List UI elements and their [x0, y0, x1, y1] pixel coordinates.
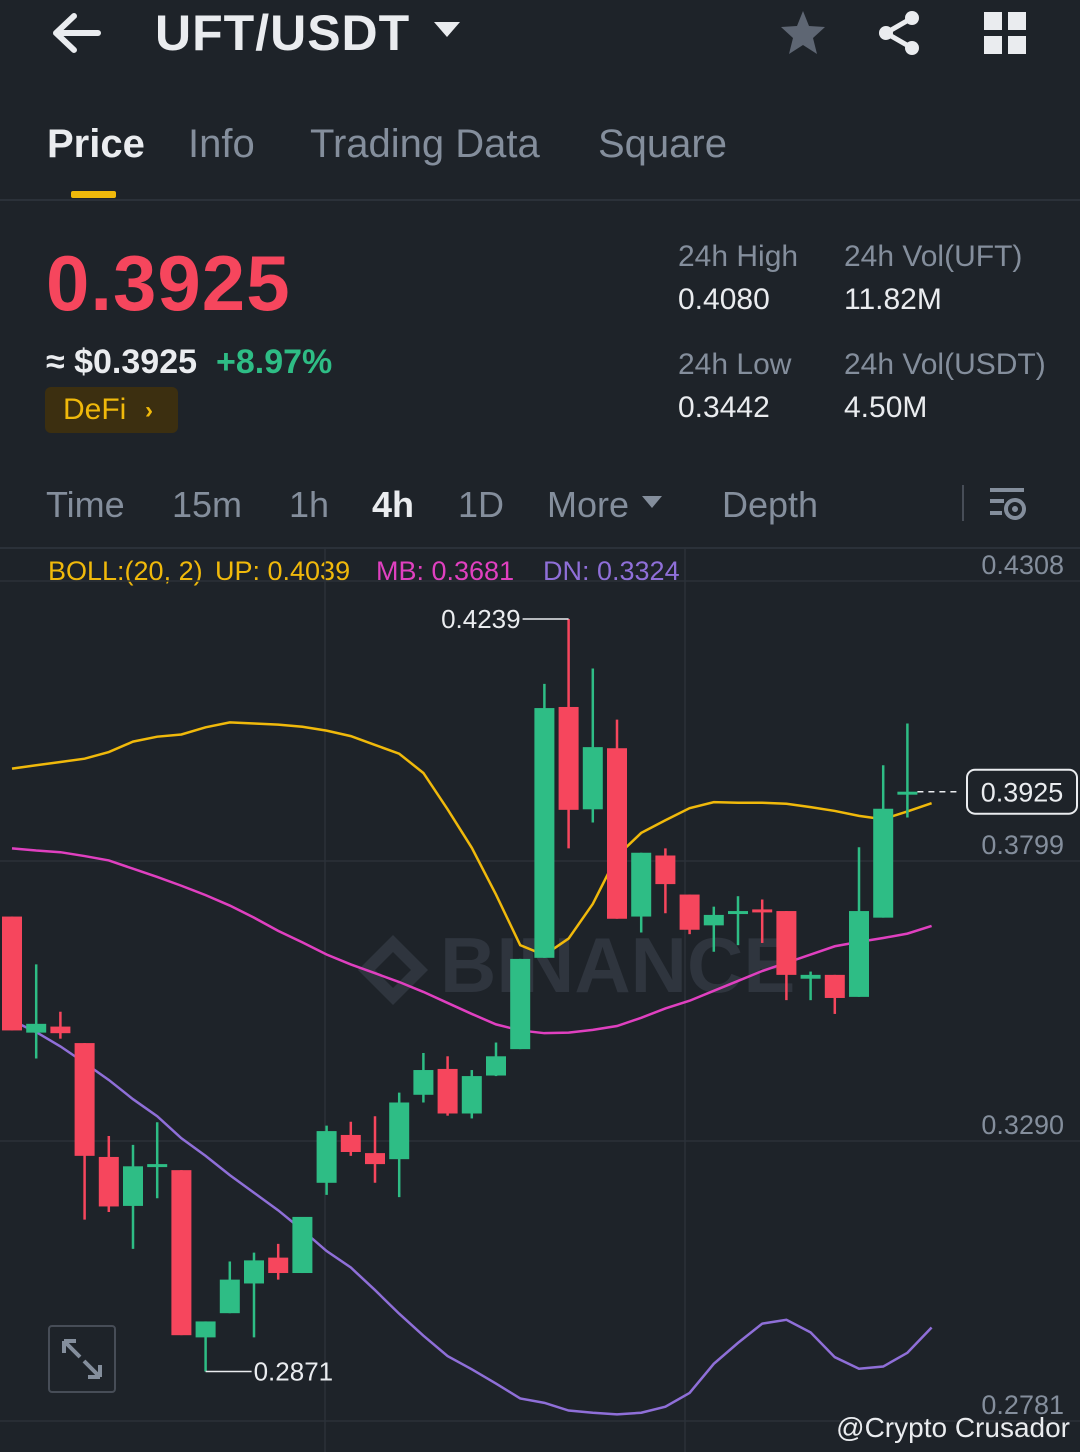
low-label: 24h Low — [678, 348, 792, 381]
category-tag-label: DeFi — [63, 393, 127, 426]
tab-price[interactable]: Price — [47, 122, 145, 166]
interval-depth[interactable]: Depth — [722, 484, 819, 525]
candle-body — [2, 916, 22, 1031]
candle-body — [50, 1026, 71, 1034]
high-label: 24h High — [678, 240, 799, 273]
binance-watermark: BINANCE — [440, 921, 795, 1009]
candle-body — [268, 1257, 289, 1274]
vol-quote-label: 24h Vol(USDT) — [844, 348, 1046, 381]
y-axis-tick-label: 0.3799 — [981, 830, 1064, 860]
vol-base-label: 24h Vol(UFT) — [844, 240, 1023, 273]
candle-body — [195, 1321, 216, 1338]
candle-body — [534, 708, 555, 958]
vol-base-value: 11.82M — [844, 283, 942, 316]
usd-price: ≈ $0.3925 — [46, 343, 198, 381]
caret-down-icon[interactable] — [432, 20, 462, 40]
tab-trading-data[interactable]: Trading Data — [310, 122, 540, 166]
candle-body — [582, 747, 603, 810]
credit-label: @Crypto Crusador — [836, 1412, 1070, 1443]
price-change: +8.97% — [216, 343, 333, 381]
candle-body — [607, 748, 627, 919]
candle-body — [123, 1166, 143, 1206]
interval-1d[interactable]: 1D — [458, 484, 505, 525]
grid-icon[interactable] — [982, 10, 1028, 56]
candle-body — [873, 808, 894, 918]
interval-time[interactable]: Time — [46, 484, 125, 525]
active-tab-indicator — [71, 191, 116, 198]
candle-body — [486, 1056, 506, 1076]
interval-more[interactable]: More — [547, 484, 630, 525]
candle-body — [655, 855, 676, 885]
max-price-label: 0.4239 — [441, 604, 521, 634]
interval-15m[interactable]: 15m — [172, 484, 243, 525]
back-arrow-icon[interactable] — [48, 10, 104, 56]
candle-body — [728, 911, 748, 915]
candle-body — [74, 1043, 95, 1156]
candle-body — [703, 914, 724, 926]
chart-settings-icon[interactable] — [988, 485, 1028, 523]
candle-body — [897, 791, 918, 795]
tab-square[interactable]: Square — [598, 122, 727, 166]
tab-info[interactable]: Info — [188, 122, 255, 166]
y-axis-tick-label: 0.4308 — [981, 550, 1064, 580]
chevron-right-icon: › — [145, 397, 153, 424]
interval-4h[interactable]: 4h — [372, 484, 415, 525]
last-price-label: 0.3925 — [981, 778, 1064, 808]
candle-body — [365, 1153, 385, 1165]
chart-top-divider — [0, 547, 1080, 549]
candle-body — [752, 909, 773, 913]
candlestick-chart[interactable]: BINANCE 0.4239 0.2871 0.4308 0.3799 0.3290 0.2… — [0, 549, 1080, 1452]
candle-body — [292, 1216, 313, 1274]
more-caret-down-icon[interactable] — [640, 494, 664, 510]
candle-body — [849, 911, 869, 997]
category-tag[interactable]: DeFi › — [45, 387, 178, 433]
candle-body — [26, 1023, 47, 1033]
pair-title[interactable]: UFT/USDT — [155, 5, 411, 61]
candle-body — [98, 1156, 119, 1207]
candle-body — [510, 958, 531, 1050]
low-value: 0.3442 — [678, 391, 770, 424]
high-value: 0.4080 — [678, 283, 770, 316]
y-axis-tick-label: 0.2781 — [981, 1390, 1064, 1420]
candle-body — [147, 1164, 168, 1168]
candle-body — [631, 852, 652, 917]
vol-quote-value: 4.50M — [844, 391, 928, 424]
y-axis-tick-label: 0.3290 — [981, 1110, 1064, 1140]
boll-dn-line — [11, 1019, 933, 1416]
interval-separator — [962, 485, 964, 521]
min-price-label: 0.2871 — [254, 1356, 334, 1386]
candle-body — [219, 1279, 240, 1314]
star-icon[interactable] — [778, 8, 828, 58]
candle-body — [558, 706, 579, 810]
share-icon[interactable] — [874, 8, 924, 58]
candle-body — [824, 974, 845, 998]
interval-1h[interactable]: 1h — [289, 484, 330, 525]
candle-body — [340, 1134, 361, 1153]
tabs-divider — [0, 199, 1080, 201]
candle-body — [389, 1102, 410, 1160]
expand-chart-icon[interactable] — [48, 1325, 116, 1393]
last-price-box — [966, 768, 1078, 815]
candle-body — [776, 911, 797, 975]
candle-body — [171, 1170, 192, 1336]
candle-body — [244, 1260, 264, 1284]
candle-body — [800, 974, 821, 979]
candle-body — [316, 1131, 337, 1183]
boll-up-line — [11, 721, 933, 957]
candle-body — [679, 894, 700, 930]
last-price: 0.3925 — [46, 239, 291, 327]
candle-body — [461, 1076, 482, 1114]
candle-body — [413, 1070, 434, 1095]
candle-body — [437, 1068, 458, 1114]
